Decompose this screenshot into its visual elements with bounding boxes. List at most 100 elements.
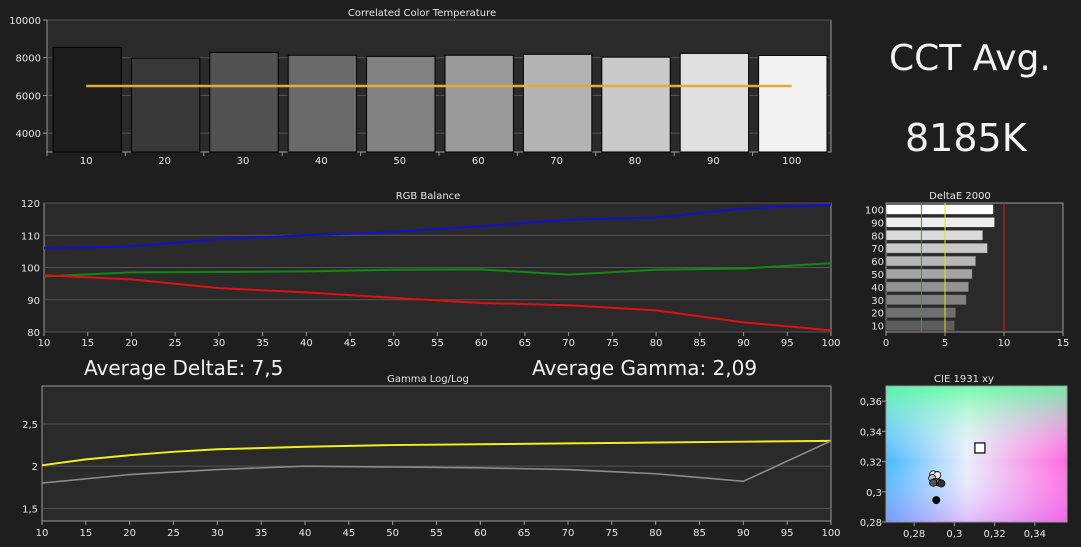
deltae-bar [885, 242, 988, 254]
rgb-x-tick-label: 25 [169, 338, 182, 349]
rgb-x-tick-label: 35 [256, 338, 269, 349]
cct-x-tick-label: 30 [237, 156, 250, 167]
gamma-x-tick-label: 95 [781, 528, 794, 539]
cct-chart-title: Correlated Color Temperature [348, 8, 496, 19]
cie-gamut-overlay [886, 386, 1067, 522]
rgb-x-tick-label: 75 [606, 338, 619, 349]
cct-x-tick-label: 60 [472, 156, 485, 167]
rgb-x-tick-label: 30 [213, 338, 226, 349]
gamma-x-tick-label: 35 [255, 528, 268, 539]
deltae-bar [885, 320, 955, 331]
rgb-x-tick-label: 65 [519, 338, 532, 349]
cct-bar [209, 51, 279, 153]
gamma-y-tick-label: 1,5 [22, 504, 38, 515]
rgb-x-tick-label: 20 [125, 338, 138, 349]
gamma-x-tick-label: 75 [605, 528, 618, 539]
gamma-x-tick-label: 45 [342, 528, 355, 539]
cct-bar [287, 54, 358, 153]
deltae-y-tick-label: 60 [871, 257, 884, 268]
deltae-chart-title: DeltaE 2000 [929, 191, 991, 202]
gamma-x-tick-label: 80 [649, 528, 662, 539]
cct-bar [52, 46, 122, 153]
cct-x-tick-label: 90 [707, 156, 720, 167]
deltae-bar [885, 294, 967, 305]
cct-bar [444, 54, 514, 153]
average-deltae: Average DeltaE: 7,5 [84, 356, 284, 380]
deltae-bar [885, 268, 973, 280]
cct-bar [601, 56, 671, 153]
cie-y-tick-label: 0,34 [860, 427, 882, 438]
cct-y-tick-label: 4000 [16, 129, 41, 140]
average-gamma: Average Gamma: 2,09 [532, 356, 758, 380]
cct-x-tick-label: 40 [315, 156, 328, 167]
rgb-x-tick-label: 55 [431, 338, 444, 349]
deltae-x-tick-label: 10 [998, 338, 1011, 349]
rgb-series-line-0 [43, 203, 832, 250]
rgb-x-tick-label: 95 [781, 338, 794, 349]
rgb-x-tick-label: 100 [821, 338, 840, 349]
rgb-x-tick-label: 10 [38, 338, 51, 349]
cct-x-tick-label: 100 [782, 156, 801, 167]
cct-x-tick-label: 80 [629, 156, 642, 167]
deltae-x-tick-label: 0 [883, 338, 889, 349]
gamma-y-tick-label: 2 [32, 462, 38, 473]
deltae-y-tick-label: 100 [865, 205, 884, 216]
deltae-y-tick-label: 20 [871, 309, 884, 320]
rgb-y-tick-label: 100 [21, 264, 40, 275]
cct-y-tick-label: 8000 [16, 54, 41, 65]
deltae-y-tick-label: 40 [871, 283, 884, 294]
deltae-bar [885, 307, 956, 318]
cct-x-tick-label: 20 [158, 156, 171, 167]
deltae-y-tick-label: 10 [871, 322, 884, 333]
deltae-bar [885, 217, 995, 228]
deltae-bar [885, 281, 969, 293]
rgb-x-tick-label: 40 [300, 338, 313, 349]
cct-avg-label: CCT Avg. [889, 38, 1051, 79]
gamma-series-line-0 [41, 439, 832, 467]
cie-chart-title: CIE 1931 xy [934, 374, 994, 385]
deltae-y-tick-label: 50 [871, 270, 884, 281]
gamma-x-tick-label: 100 [821, 528, 840, 539]
rgb-series-line-2 [43, 274, 832, 332]
cie-x-tick-label: 0,28 [903, 529, 925, 540]
rgb-x-tick-label: 80 [650, 338, 663, 349]
rgb-x-tick-label: 70 [562, 338, 575, 349]
rgb-x-tick-label: 85 [693, 338, 706, 349]
rgb-x-tick-label: 60 [475, 338, 488, 349]
cie-y-tick-label: 0,28 [860, 518, 882, 529]
gamma-x-tick-label: 15 [79, 528, 92, 539]
gamma-x-tick-label: 65 [518, 528, 531, 539]
cie-y-tick-label: 0,32 [860, 458, 882, 469]
cct-avg-value: 8185K [905, 116, 1027, 160]
cct-bar [366, 55, 436, 153]
cie-point [929, 478, 938, 487]
cct-x-tick-label: 70 [550, 156, 563, 167]
gamma-x-tick-label: 70 [562, 528, 575, 539]
deltae-y-tick-label: 30 [871, 296, 884, 307]
cct-bar [758, 54, 828, 153]
gamma-chart-title: Gamma Log/Log [387, 374, 469, 385]
gamma-x-tick-label: 85 [693, 528, 706, 539]
gamma-x-tick-label: 10 [36, 528, 49, 539]
cct-bar [679, 52, 750, 153]
deltae-bar [885, 255, 976, 267]
cct-x-tick-label: 10 [80, 156, 93, 167]
cie-target-marker [974, 442, 986, 454]
rgb-y-tick-label: 120 [21, 199, 40, 210]
deltae-x-tick-label: 5 [942, 338, 948, 349]
gamma-x-tick-label: 50 [386, 528, 399, 539]
deltae-bar [885, 230, 984, 241]
cie-x-tick-label: 0,32 [983, 529, 1005, 540]
deltae-x-tick-label: 15 [1057, 338, 1070, 349]
rgb-x-tick-label: 90 [737, 338, 750, 349]
gamma-y-tick-label: 2,5 [22, 420, 38, 431]
cie-x-tick-label: 0,34 [1024, 529, 1046, 540]
rgb-x-tick-label: 50 [387, 338, 400, 349]
gamma-plot-area [41, 385, 832, 522]
cie-plot-border [885, 385, 1068, 523]
cie-x-tick-label: 0,3 [946, 529, 962, 540]
